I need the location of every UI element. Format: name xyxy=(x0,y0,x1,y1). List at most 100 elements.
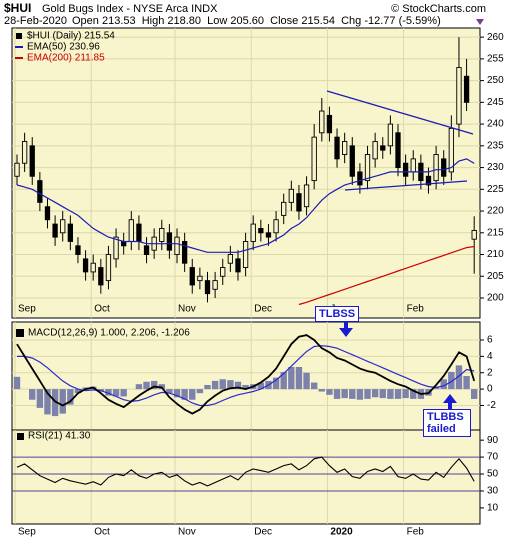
histogram-bar xyxy=(440,379,447,390)
candle-body xyxy=(288,188,294,203)
y-tick-label: 215 xyxy=(487,227,504,238)
candle-body xyxy=(121,241,127,247)
y-tick-label: 0 xyxy=(487,384,493,395)
ema-line xyxy=(16,158,475,253)
histogram-bar xyxy=(371,389,379,398)
histogram-bar xyxy=(387,389,394,399)
y-tick-label: 250 xyxy=(487,75,504,86)
panel-title: RSI(21) 41.30 xyxy=(28,431,91,442)
arrow-up xyxy=(443,394,457,410)
candle-body xyxy=(98,267,104,286)
title-swatch xyxy=(17,433,24,440)
candle-body xyxy=(410,158,416,173)
y-tick-label: 235 xyxy=(487,140,504,151)
y-tick-label: 205 xyxy=(487,271,504,282)
candle-body xyxy=(250,223,256,242)
x-tick-label: Feb xyxy=(407,527,425,538)
trendline-lower xyxy=(344,180,468,191)
histogram-bar xyxy=(29,389,36,400)
candle-body xyxy=(471,229,477,240)
y-tick-label: 230 xyxy=(487,162,504,173)
header-source: © StockCharts.com xyxy=(391,3,486,15)
candle-body xyxy=(113,236,119,260)
x-tick-label: Nov xyxy=(178,527,196,538)
signal-line xyxy=(17,345,475,407)
rsi-line xyxy=(16,456,475,487)
histogram-bar xyxy=(257,382,265,390)
histogram-bar xyxy=(448,371,455,390)
y-tick-label: 240 xyxy=(487,119,504,130)
histogram-bar xyxy=(105,389,112,396)
histogram-bar xyxy=(455,365,463,390)
plot-layer: 200205210215220225230235240245250255260S… xyxy=(11,27,504,538)
y-tick-label: 220 xyxy=(487,206,504,217)
histogram-bar xyxy=(150,380,158,390)
histogram-bar xyxy=(196,389,204,394)
candle-body xyxy=(265,232,272,238)
histogram-bar xyxy=(166,389,173,394)
candle-body xyxy=(44,206,51,221)
candle-body xyxy=(128,219,134,242)
candle-body xyxy=(52,223,58,238)
histogram-bar xyxy=(51,389,59,417)
y-tick-label: 4 xyxy=(487,351,493,362)
annotation-tlbss: TLBSS xyxy=(315,306,360,322)
candle-body xyxy=(60,219,66,234)
annotation-layer xyxy=(326,19,484,410)
histogram-bar xyxy=(13,376,21,390)
candle-body xyxy=(67,223,73,242)
histogram-bar xyxy=(211,380,219,390)
candle-body xyxy=(212,280,218,290)
candle-body xyxy=(364,154,371,182)
histogram-bar xyxy=(356,389,364,400)
histogram-bar xyxy=(303,372,310,390)
candle-body xyxy=(395,132,401,169)
y-tick-label: 200 xyxy=(487,293,504,304)
histogram-bar xyxy=(112,389,120,397)
x-tick-label: Sep xyxy=(18,304,36,315)
annotation-tlbbs: TLBBS failed xyxy=(423,409,471,437)
candle-body xyxy=(242,241,249,269)
histogram-bar xyxy=(410,389,417,399)
candle-body xyxy=(402,162,409,177)
candle-body xyxy=(281,201,287,216)
candle-body xyxy=(380,145,386,151)
candle-body xyxy=(105,254,112,282)
candle-body xyxy=(311,136,317,182)
candle-body xyxy=(334,136,340,160)
histogram-bar xyxy=(36,389,44,408)
candle-body xyxy=(136,223,142,242)
histogram-bar xyxy=(471,389,478,399)
histogram-bar xyxy=(280,371,287,390)
histogram-bar xyxy=(234,381,242,390)
candle-body xyxy=(75,245,81,255)
histogram-bar xyxy=(181,389,188,400)
histogram-bar xyxy=(463,376,470,390)
panel-background xyxy=(11,429,481,525)
macd-line xyxy=(16,334,476,415)
candle-body xyxy=(189,267,195,286)
candle-body xyxy=(456,67,462,125)
candle-body xyxy=(258,227,264,234)
candle-body xyxy=(29,145,35,177)
histogram-bar xyxy=(135,384,143,390)
histogram-bar xyxy=(227,380,234,390)
candle-body xyxy=(425,175,432,186)
y-tick-label: 90 xyxy=(487,435,499,446)
x-tick-label: Dec xyxy=(254,527,272,538)
candle-body xyxy=(90,262,96,273)
histogram-bar xyxy=(333,389,341,399)
histogram-bar xyxy=(67,389,74,405)
histogram-bar xyxy=(143,381,150,390)
candle-body xyxy=(21,141,28,164)
histogram-bar xyxy=(364,389,371,399)
y-tick-label: 10 xyxy=(487,503,499,514)
x-tick-label: Oct xyxy=(94,527,110,538)
y-tick-label: 30 xyxy=(487,486,499,497)
x-tick-label: Oct xyxy=(94,304,110,315)
histogram-bar xyxy=(219,379,226,390)
y-tick-label: 70 xyxy=(487,452,499,463)
candle-body xyxy=(143,245,150,255)
